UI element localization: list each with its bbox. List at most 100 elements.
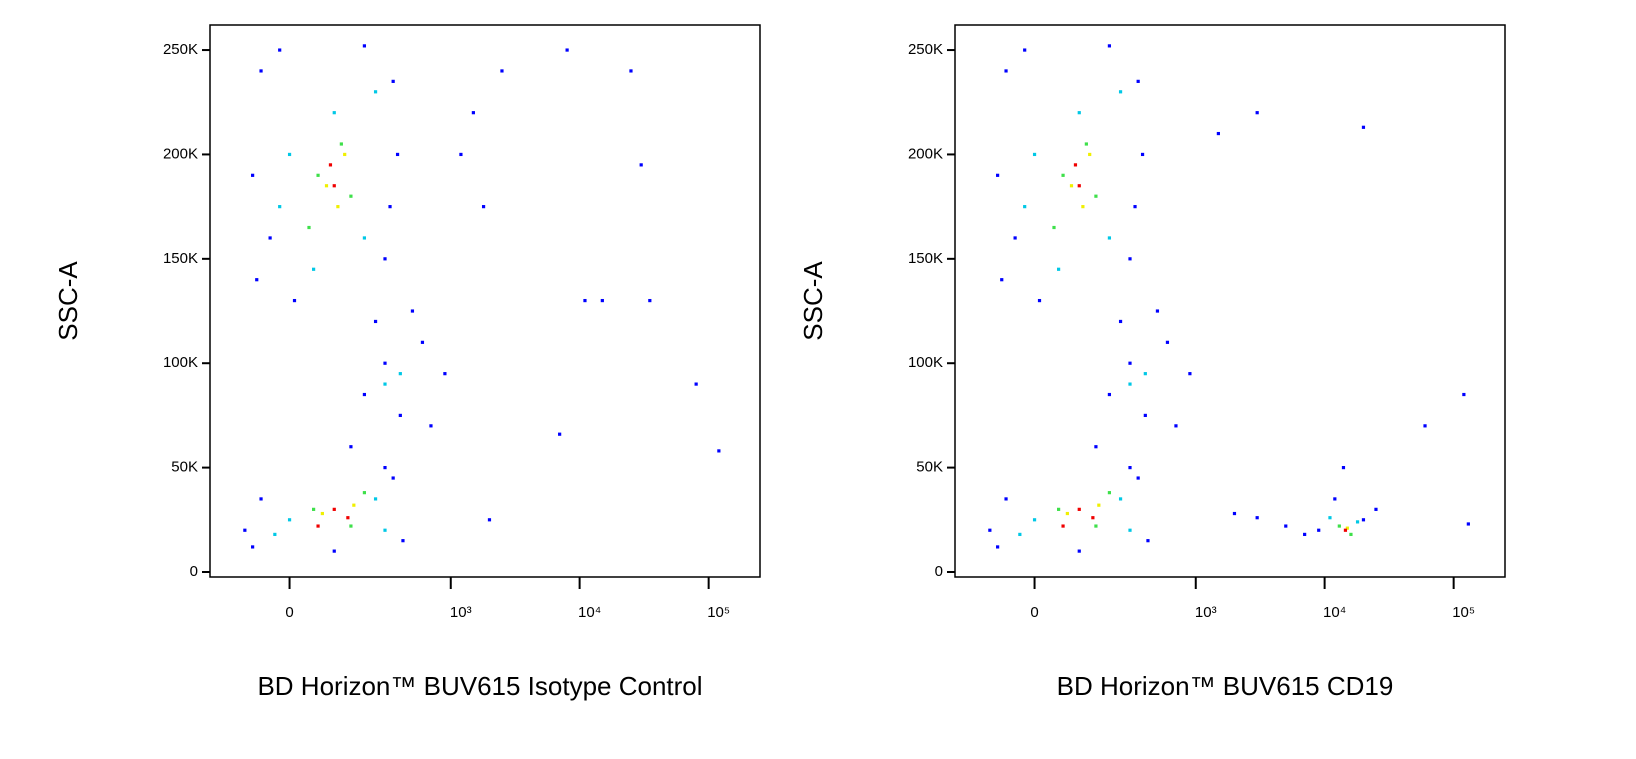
event-point xyxy=(1128,257,1132,261)
event-point xyxy=(1057,267,1061,271)
event-point xyxy=(1037,298,1042,303)
x-tick-label: 10⁴ xyxy=(578,604,601,621)
event-point xyxy=(1349,532,1353,537)
event-point xyxy=(1077,184,1081,188)
event-point xyxy=(1165,340,1170,344)
event-point xyxy=(251,173,255,177)
event-point xyxy=(1466,522,1470,526)
event-point xyxy=(1018,532,1022,537)
event-point xyxy=(1345,526,1349,530)
event-point xyxy=(1462,392,1466,397)
event-point xyxy=(1013,236,1017,240)
event-point xyxy=(1232,511,1237,516)
event-point xyxy=(349,194,353,198)
event-point xyxy=(1284,524,1288,528)
y-tick-label: 100K xyxy=(163,354,198,371)
event-point xyxy=(1333,497,1337,501)
event-point xyxy=(1077,111,1081,115)
event-point xyxy=(1343,528,1348,532)
event-point xyxy=(362,491,367,495)
y-tick-label: 0 xyxy=(190,563,198,580)
event-point xyxy=(251,545,255,549)
x-tick-label: 0 xyxy=(1030,604,1038,621)
event-point xyxy=(1057,507,1061,511)
event-point xyxy=(312,507,316,511)
event-point xyxy=(1032,152,1037,157)
event-point xyxy=(1077,507,1081,511)
x-tick-label: 10⁴ xyxy=(1323,604,1346,621)
event-point xyxy=(429,424,433,428)
y-tick-label: 50K xyxy=(171,459,198,476)
event-point xyxy=(988,528,992,532)
event-point xyxy=(332,549,336,553)
event-point xyxy=(395,152,400,157)
event-point xyxy=(362,392,367,397)
event-point xyxy=(307,225,311,230)
x-tick-label: 10⁵ xyxy=(1452,604,1475,621)
event-point xyxy=(1107,236,1112,240)
y-tick-label: 150K xyxy=(163,250,198,267)
event-point xyxy=(1094,445,1098,449)
event-point xyxy=(1136,79,1140,83)
event-point xyxy=(1004,497,1008,501)
event-point xyxy=(1174,424,1178,428)
event-point xyxy=(471,111,475,115)
event-point xyxy=(648,298,652,303)
event-point xyxy=(398,413,402,418)
event-point xyxy=(1216,131,1220,136)
event-point xyxy=(349,524,353,528)
plot-frame xyxy=(209,24,761,578)
event-point xyxy=(1088,152,1092,157)
y-tick-label: 150K xyxy=(908,250,943,267)
event-point xyxy=(383,361,387,365)
event-point xyxy=(1337,524,1341,528)
event-point xyxy=(1374,507,1378,511)
event-point xyxy=(1084,142,1088,146)
event-point xyxy=(278,48,282,52)
x-axis-title: BD Horizon™ BUV615 Isotype Control xyxy=(257,671,702,701)
event-point xyxy=(401,539,405,543)
event-point xyxy=(1128,528,1132,532)
event-point xyxy=(1128,382,1132,386)
event-point xyxy=(259,69,263,73)
event-point xyxy=(565,48,569,52)
event-point xyxy=(1052,225,1056,230)
event-point xyxy=(362,236,367,240)
event-point xyxy=(500,69,504,73)
event-point xyxy=(1143,413,1147,418)
event-point xyxy=(1118,90,1123,94)
event-point xyxy=(1000,278,1004,282)
event-point xyxy=(391,79,395,83)
event-point xyxy=(1128,361,1132,365)
event-point xyxy=(1077,549,1081,553)
event-point xyxy=(1155,309,1160,313)
event-point xyxy=(316,524,320,528)
event-point xyxy=(583,298,587,303)
event-point xyxy=(1133,205,1137,209)
event-point xyxy=(1146,539,1150,543)
event-point xyxy=(336,205,340,209)
event-point xyxy=(1317,528,1321,532)
event-point xyxy=(1065,511,1069,516)
event-point xyxy=(332,184,336,188)
event-point xyxy=(383,257,387,261)
y-tick-label: 100K xyxy=(908,354,943,371)
event-point xyxy=(362,44,367,48)
event-point xyxy=(383,466,387,470)
event-point xyxy=(1361,518,1366,522)
event-point xyxy=(558,432,562,436)
event-point xyxy=(383,528,387,532)
event-point xyxy=(278,205,282,209)
event-point xyxy=(443,372,447,376)
event-point xyxy=(1255,111,1259,115)
x-tick-label: 10⁵ xyxy=(707,604,730,621)
y-axis-title: SSC-A xyxy=(798,261,828,341)
event-point xyxy=(629,69,633,73)
event-point xyxy=(1303,532,1307,537)
y-tick-label: 250K xyxy=(908,41,943,58)
x-axis-title: BD Horizon™ BUV615 CD19 xyxy=(1057,671,1394,701)
y-tick-label: 200K xyxy=(908,145,943,162)
event-point xyxy=(349,445,353,449)
event-point xyxy=(292,298,297,303)
